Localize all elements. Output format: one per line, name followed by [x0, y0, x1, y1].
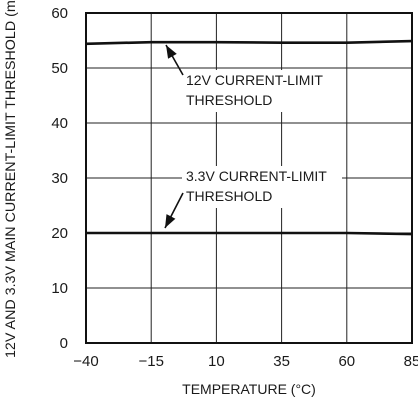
tick-labels: −40 −15 10 35 60 85 0 10 20 30 40 50 60 — [51, 5, 418, 370]
x-tick-label: 10 — [208, 353, 225, 370]
y-tick-label: 40 — [51, 115, 68, 132]
y-tick-label: 60 — [51, 5, 68, 22]
x-tick-label: 60 — [338, 353, 355, 370]
annotation-3v3: 3.3V CURRENT-LIMIT THRESHOLD — [164, 166, 342, 229]
annotation-text: 12V CURRENT-LIMIT — [186, 72, 323, 88]
annotation-12v: 12V CURRENT-LIMIT THRESHOLD — [165, 44, 342, 112]
annotation-text: THRESHOLD — [186, 188, 272, 204]
series-layer — [85, 39, 413, 236]
plot-frame — [85, 12, 413, 344]
x-axis-title: TEMPERATURE (°C) — [182, 381, 316, 397]
annotation-background — [182, 70, 342, 112]
x-tick-label: −15 — [138, 353, 163, 370]
x-tick-label: −40 — [73, 353, 98, 370]
annotation-arrowhead — [166, 45, 177, 59]
y-tick-label: 0 — [60, 335, 68, 352]
x-tick-label: 85 — [404, 353, 418, 370]
y-tick-label: 10 — [51, 280, 68, 297]
y-axis-title: 12V AND 3.3V MAIN CURRENT-LIMIT THRESHOL… — [2, 0, 18, 358]
series-line-3v3 — [86, 231, 413, 236]
series-line-12v — [85, 39, 413, 46]
annotation-arrowhead — [165, 214, 176, 228]
y-tick-label: 30 — [51, 170, 68, 187]
annotation-text: 3.3V CURRENT-LIMIT — [186, 168, 327, 184]
y-tick-label: 50 — [51, 60, 68, 77]
annotation-text: THRESHOLD — [186, 92, 272, 108]
annotation-background — [182, 166, 342, 208]
y-tick-label: 20 — [51, 225, 68, 242]
x-tick-label: 35 — [273, 353, 290, 370]
